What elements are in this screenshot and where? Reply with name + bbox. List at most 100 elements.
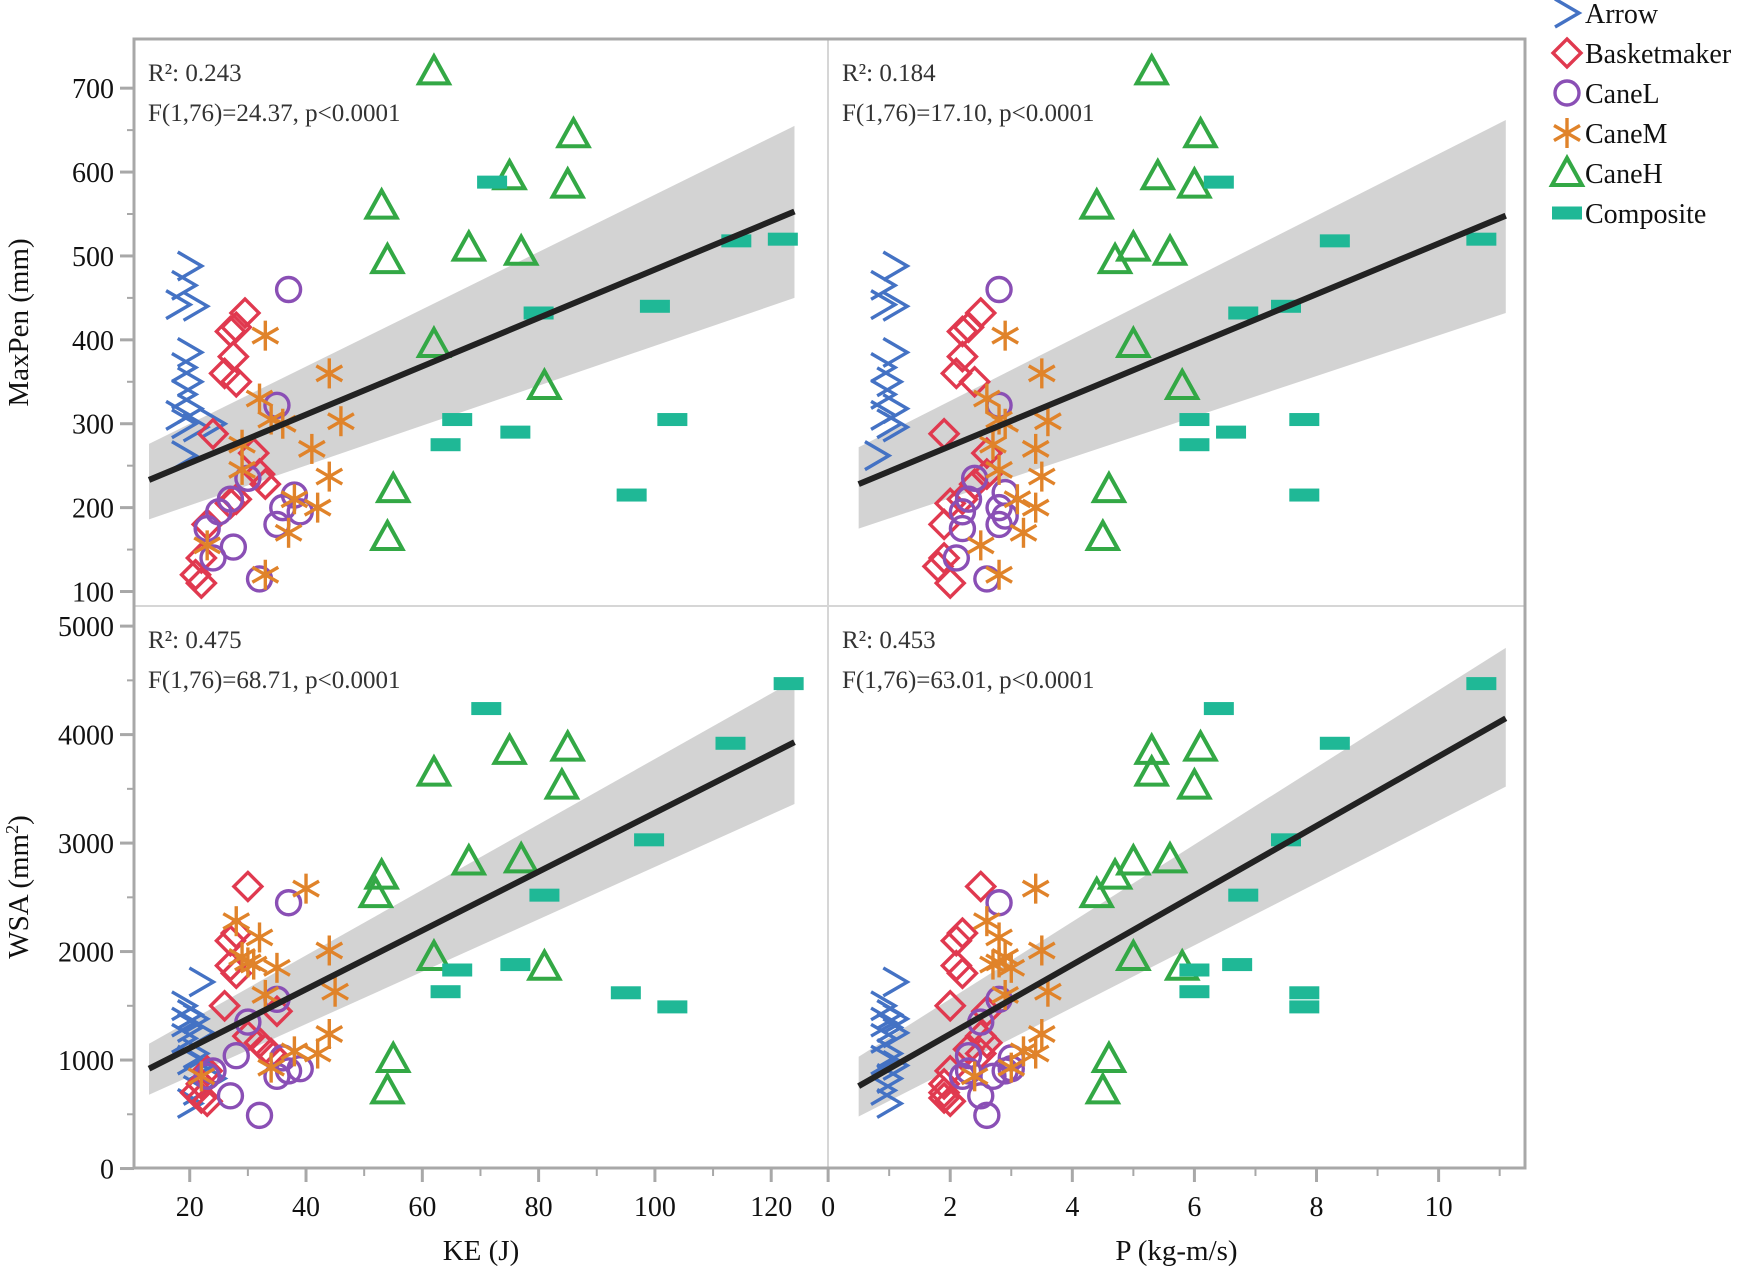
x-axis-title: KE (J) bbox=[443, 1235, 520, 1266]
point-caneh bbox=[1133, 753, 1171, 787]
point-caneh bbox=[374, 470, 412, 504]
point-canem bbox=[1009, 517, 1038, 548]
legend-item-composite: Composite bbox=[1552, 199, 1706, 230]
r-squared-label: R²: 0.453 bbox=[842, 627, 936, 654]
r-squared-label: R²: 0.243 bbox=[148, 60, 242, 87]
point-basketmaker bbox=[964, 870, 998, 903]
point-canem bbox=[222, 906, 251, 937]
point-caneh bbox=[450, 228, 488, 262]
legend-label: CaneH bbox=[1585, 159, 1663, 190]
panel-p-wsa: R²: 0.453 F(1,76)=63.01, p<0.0001 bbox=[842, 627, 1508, 1130]
point-basketmaker bbox=[927, 1067, 961, 1101]
point-canel bbox=[216, 1082, 245, 1110]
point-basketmaker bbox=[219, 365, 253, 399]
x-tick-label: 120 bbox=[750, 1192, 792, 1223]
point-arrow bbox=[188, 966, 217, 998]
point-arrow bbox=[876, 1087, 905, 1119]
legend-marker-canel bbox=[1553, 79, 1581, 107]
y-tick-label: 4000 bbox=[58, 721, 114, 752]
point-caneh bbox=[1182, 115, 1219, 149]
point-caneh bbox=[1176, 766, 1213, 800]
x-tick-label: 4 bbox=[1065, 1192, 1079, 1223]
point-canel bbox=[219, 533, 248, 561]
legend-item-canem: CaneM bbox=[1553, 118, 1668, 150]
x-tick-label: 80 bbox=[525, 1192, 553, 1223]
point-basketmaker bbox=[927, 1076, 961, 1109]
regression-line bbox=[147, 208, 796, 483]
point-canem bbox=[315, 358, 344, 389]
point-composite bbox=[1179, 985, 1210, 999]
point-caneh bbox=[1096, 856, 1134, 890]
y-tick-label: 700 bbox=[72, 74, 114, 105]
point-caneh bbox=[1133, 731, 1171, 765]
y-tick-label: 600 bbox=[72, 158, 114, 189]
y-tick-label: 300 bbox=[72, 410, 114, 441]
point-composite bbox=[767, 232, 798, 246]
series-composite bbox=[430, 175, 798, 502]
panels: R²: 0.243 F(1,76)=24.37, p<0.0001 R²: 0.18… bbox=[132, 37, 1527, 1170]
point-caneh bbox=[1078, 874, 1116, 909]
point-canel bbox=[193, 1062, 221, 1091]
point-caneh bbox=[526, 947, 563, 981]
point-arrow bbox=[176, 366, 206, 398]
point-canem bbox=[245, 922, 274, 953]
x-axis-0: 20 40 60 80 100 120 KE (J) bbox=[176, 1168, 792, 1266]
series-canem bbox=[187, 873, 349, 1092]
point-canem bbox=[193, 530, 222, 561]
point-basketmaker bbox=[939, 356, 973, 390]
point-caneh bbox=[415, 753, 453, 787]
point-arrow bbox=[171, 408, 200, 440]
point-canel bbox=[245, 1101, 274, 1130]
point-caneh bbox=[549, 165, 587, 199]
legend-label: Arrow bbox=[1585, 0, 1659, 30]
point-caneh bbox=[555, 115, 592, 149]
point-arrow bbox=[870, 399, 899, 431]
point-canem bbox=[1021, 492, 1050, 523]
point-canem bbox=[1027, 935, 1056, 966]
point-composite bbox=[430, 985, 461, 999]
regression-line bbox=[857, 715, 1508, 1089]
regression-line bbox=[147, 739, 796, 1072]
point-composite bbox=[773, 677, 804, 691]
point-caneh bbox=[1139, 157, 1177, 191]
point-canem bbox=[997, 1052, 1026, 1083]
point-arrow bbox=[870, 378, 899, 410]
point-composite bbox=[657, 1000, 688, 1014]
point-composite bbox=[1289, 986, 1320, 1000]
point-canel bbox=[274, 275, 303, 304]
x-axis-1: 0 2 4 6 8 10 P (kg-m/s) bbox=[821, 1168, 1501, 1266]
point-caneh bbox=[502, 232, 540, 266]
point-composite bbox=[1179, 438, 1210, 452]
point-canem bbox=[979, 429, 1007, 460]
point-composite bbox=[610, 986, 641, 1000]
point-canem bbox=[1021, 433, 1050, 464]
point-caneh bbox=[415, 937, 453, 971]
x-tick-label: 20 bbox=[176, 1192, 204, 1223]
series-caneh bbox=[363, 52, 592, 551]
point-basketmaker bbox=[927, 1081, 961, 1115]
confidence-band bbox=[858, 120, 1506, 529]
point-canel bbox=[967, 1082, 995, 1110]
y-tick-label: 200 bbox=[72, 494, 114, 525]
confidence-band bbox=[149, 125, 795, 520]
point-arrow bbox=[882, 250, 911, 282]
series-composite bbox=[1179, 175, 1497, 502]
point-basketmaker bbox=[184, 1067, 218, 1101]
point-canem bbox=[280, 1036, 309, 1067]
point-basketmaker bbox=[184, 1081, 218, 1115]
f-statistic-label: F(1,76)=24.37, p<0.0001 bbox=[148, 100, 401, 127]
point-arrow bbox=[171, 378, 200, 410]
x-tick-label: 40 bbox=[292, 1192, 320, 1223]
point-canem bbox=[251, 559, 280, 590]
point-canem bbox=[274, 517, 303, 548]
point-canem bbox=[245, 383, 274, 414]
point-composite bbox=[715, 736, 746, 750]
point-composite bbox=[1289, 1000, 1320, 1014]
series-canem bbox=[966, 320, 1062, 590]
point-caneh bbox=[357, 874, 395, 909]
point-caneh bbox=[369, 241, 406, 275]
point-canem bbox=[1027, 358, 1056, 389]
point-caneh bbox=[1078, 186, 1116, 220]
point-canem bbox=[979, 949, 1007, 980]
point-basketmaker bbox=[190, 1084, 224, 1118]
